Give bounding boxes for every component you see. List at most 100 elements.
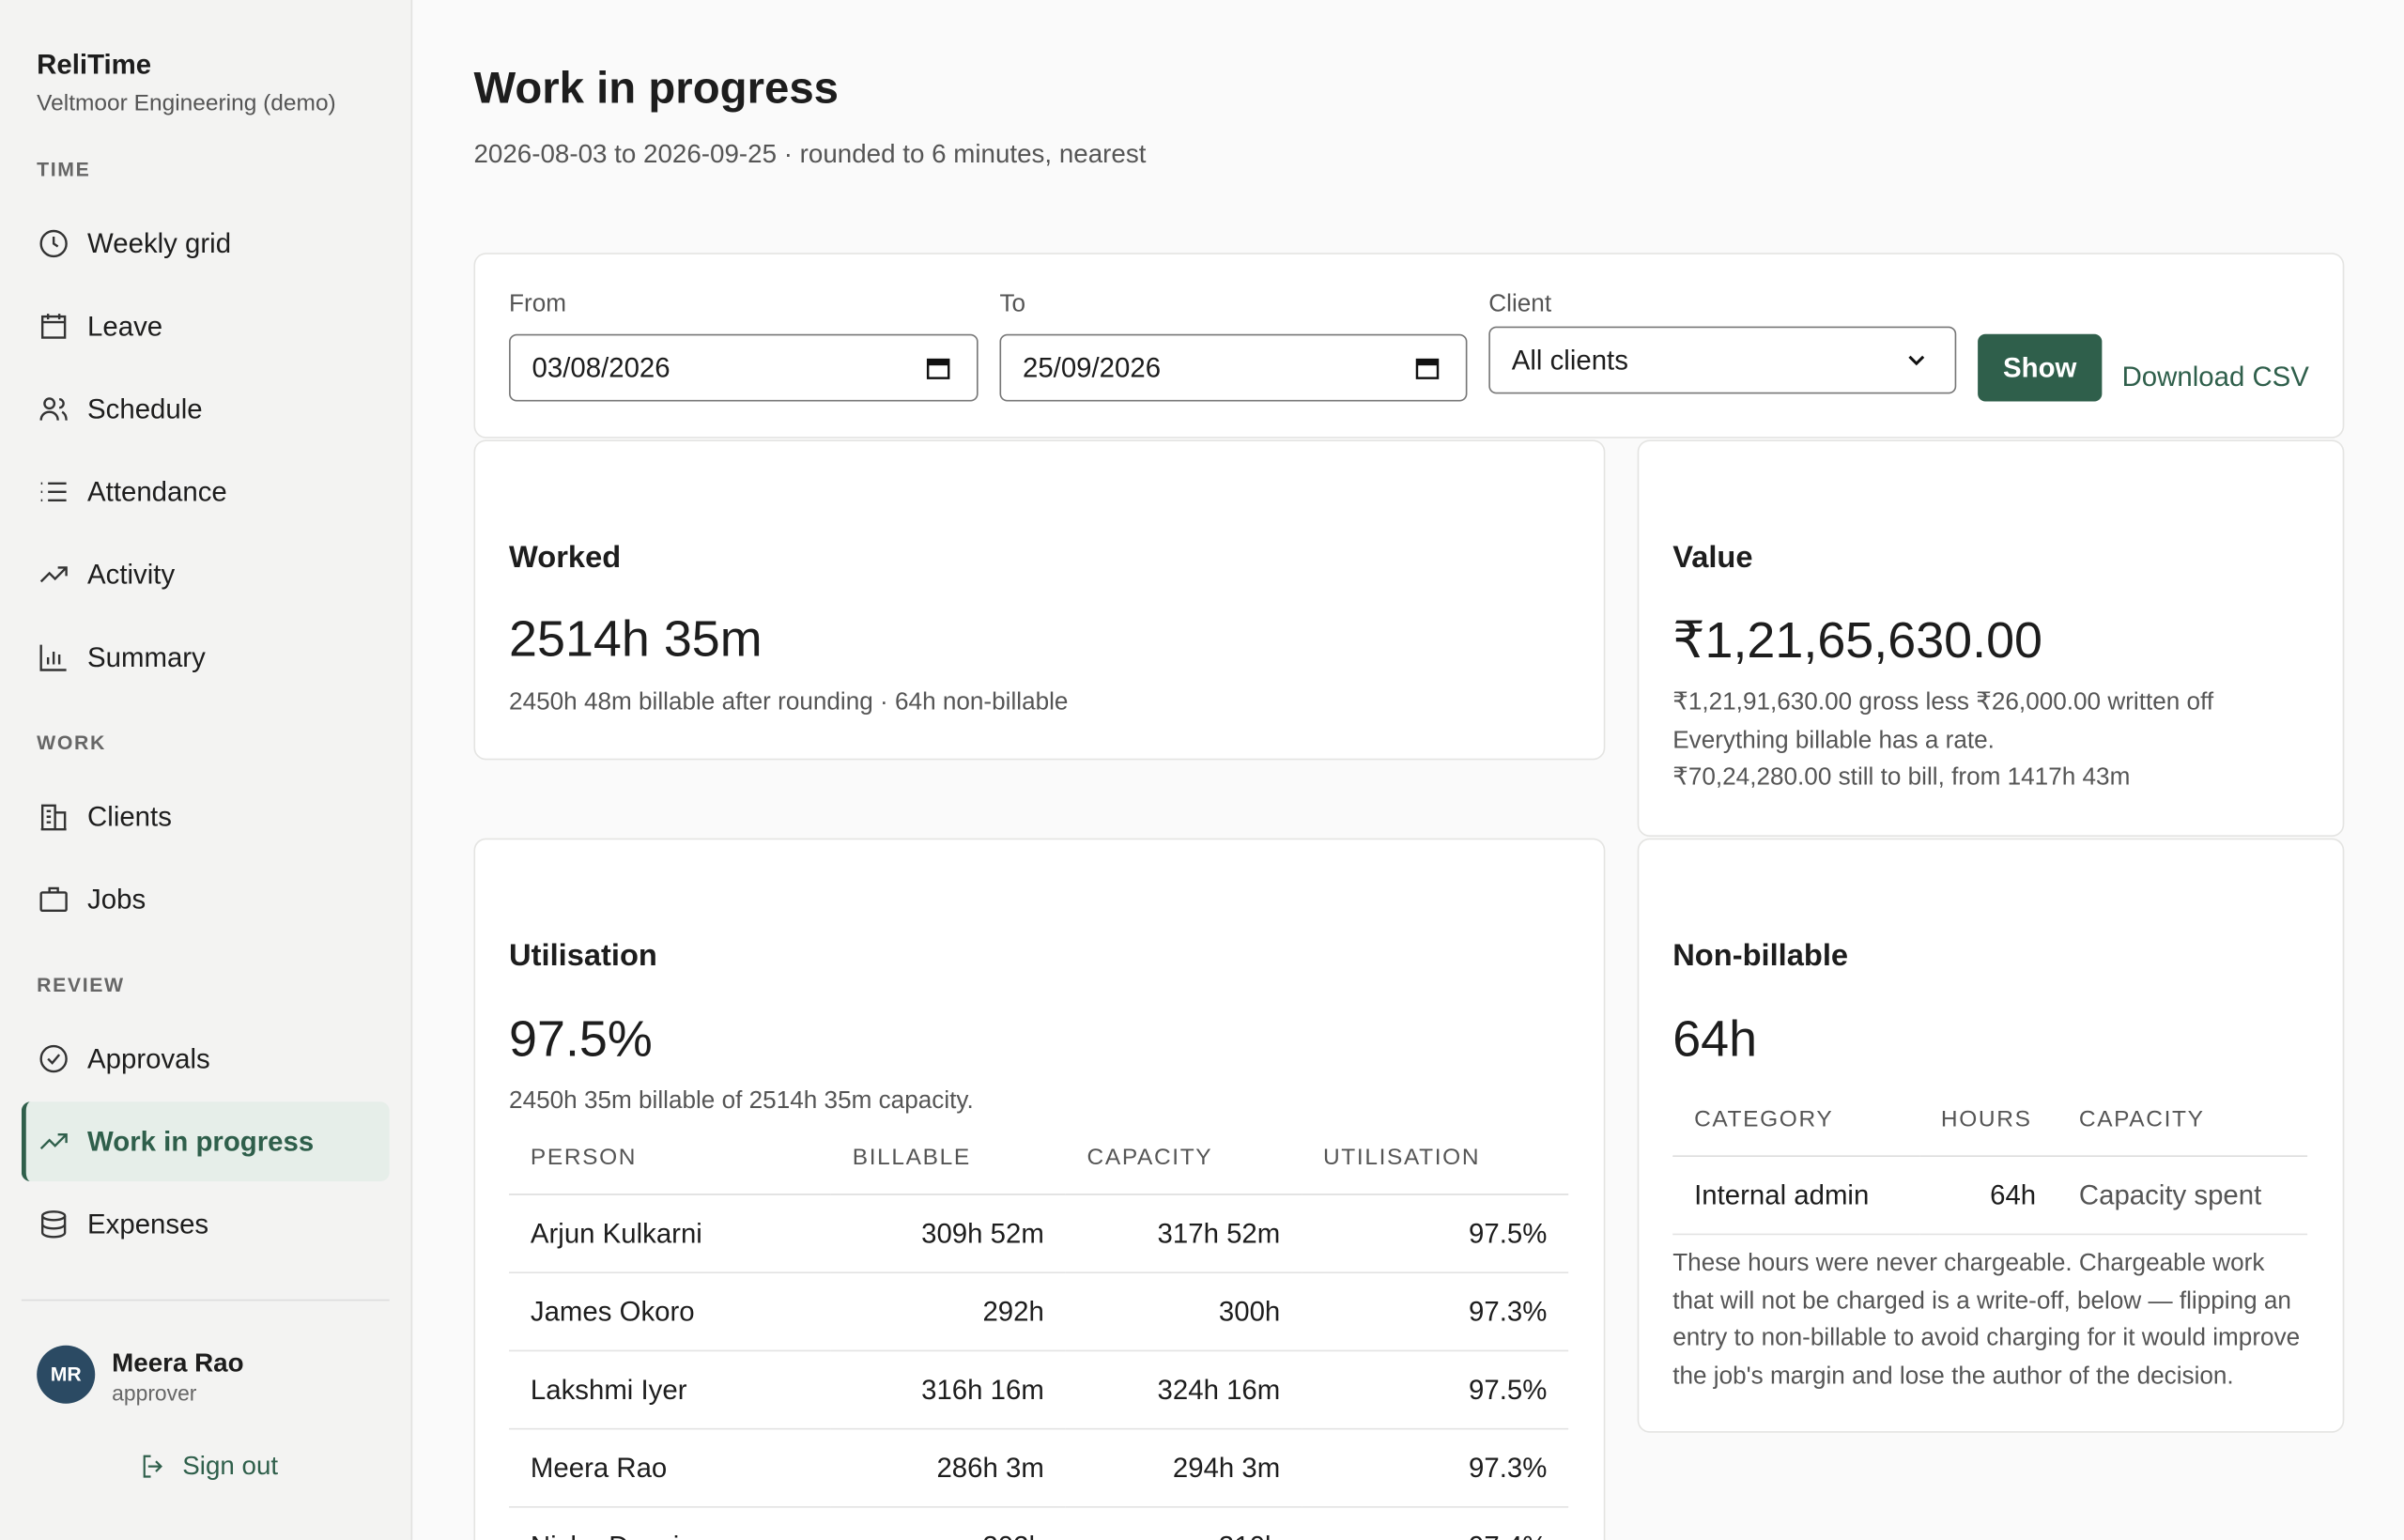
worked-card [473,439,1606,761]
card-note: ₹1,21,91,630.00 gross less ₹26,000.00 wr… [1672,689,2214,716]
table-cell: 309h 52m [830,1194,1066,1274]
nav-item[interactable]: Work in progress [21,1101,390,1182]
card-note: ₹70,24,280.00 still to bill, from 1417h … [1672,764,2131,792]
to-label: To [999,291,1026,317]
avatar: MR [37,1345,96,1404]
table-cell: Internal admin [1672,1156,1920,1236]
nav-item[interactable]: Jobs [22,859,390,939]
to-value: 25/09/2026 [1022,351,1162,383]
user-role: approver [112,1380,197,1406]
table-cell: Arjun Kulkarni [509,1194,831,1274]
nav-section: REVIEW [37,973,125,996]
table-cell: 64h [1919,1156,2058,1236]
card-title: Non-billable [1672,939,1849,974]
column-header: CATEGORY [1672,1082,1920,1158]
table-cell: 97.3% [1302,1272,1569,1352]
nav-section: TIME [37,158,91,181]
show-button[interactable]: Show [1978,333,2103,402]
nav-item[interactable]: Expenses [22,1184,390,1264]
calendar-icon [1415,358,1440,379]
nav-icon [39,566,68,583]
nav-label: Work in progress [87,1125,315,1157]
client-select[interactable]: All clients [1488,326,1957,394]
nav-label: Attendance [87,475,227,507]
table-cell: Lakshmi Iyer [509,1350,831,1430]
non-billable-table: CATEGORY HOURS CAPACITY Internal admin 64h Ca… [1672,1082,2308,1236]
sign-out[interactable]: Sign out [138,1451,278,1482]
nav-item[interactable]: Weekly grid [22,204,390,284]
table-row: Meera Rao 286h 3m 294h 3m 97.3% [509,1428,1569,1508]
nav-icon [39,1133,68,1150]
card-notes: ₹1,21,91,630.00 gross less ₹26,000.00 wr… [1672,685,2213,797]
table-cell: 294h 3m [1065,1428,1302,1508]
nav-label: Leave [87,310,163,342]
download-csv[interactable]: Download CSV [2121,362,2309,393]
table-row: Arjun Kulkarni 309h 52m 317h 52m 97.5% [509,1194,1569,1274]
nav-label: Activity [87,558,176,590]
value-card [1637,439,2345,837]
nav-icon [39,886,68,913]
card-note: 2450h 48m billable after rounding · 64h … [509,689,1069,716]
nav-label: Schedule [87,393,203,424]
nav-icon [39,397,68,421]
client-value: All clients [1511,344,1628,375]
from-value: 03/08/2026 [532,351,670,383]
table-cell: Nisha Desai [509,1506,831,1540]
nav-icon [40,482,67,501]
nav-item[interactable]: Leave [22,286,390,366]
from-input[interactable]: 03/08/2026 [509,333,979,402]
table-cell: 97.5% [1302,1194,1569,1274]
sign-out-label: Sign out [182,1451,279,1481]
nav-item[interactable]: Approvals [22,1019,390,1099]
table-cell: 300h [1065,1272,1302,1352]
nav-label: Summary [87,640,206,672]
card-note: These hours were never chargeable. Charg… [1672,1250,2301,1390]
nav-label: Approvals [87,1042,210,1074]
sidebar: ReliTime Veltmoor Engineering (demo) TIM… [0,0,413,1540]
nav-icon [39,644,67,671]
card-title: Utilisation [509,939,657,974]
card-title: Worked [509,541,622,575]
table-cell: 292h [830,1272,1066,1352]
table-cell: 97.5% [1302,1350,1569,1430]
card-value: 2514h 35m [509,609,763,667]
nav-item[interactable]: Summary [22,618,390,698]
divider [21,1299,390,1301]
table-cell: 310h [1065,1506,1302,1540]
card-value: 97.5% [509,1009,653,1067]
column-header: CAPACITY [1065,1119,1302,1195]
header-row: PERSON BILLABLE CAPACITY UTILISATION [509,1119,1569,1195]
nav-item[interactable]: Attendance [22,452,390,531]
calendar-icon [926,358,950,379]
table-cell: 324h 16m [1065,1350,1302,1430]
table-cell: Meera Rao [509,1428,831,1508]
to-input[interactable]: 25/09/2026 [999,333,1468,402]
org-name: Veltmoor Engineering (demo) [37,90,336,117]
column-header: HOURS [1919,1082,2058,1158]
table-row: Lakshmi Iyer 316h 16m 324h 16m 97.5% [509,1350,1569,1430]
card-note: Everything billable has a rate. [1672,727,1995,754]
card-note: 2450h 35m billable of 2514h 35m capacity… [509,1087,974,1115]
client-label: Client [1488,291,1552,317]
chevron [1908,355,1925,366]
table-cell: 97.4% [1302,1506,1569,1540]
nav-label: Weekly grid [87,227,232,258]
column-header: BILLABLE [830,1119,1066,1195]
column-header: UTILISATION [1302,1119,1569,1195]
table-cell: 316h 16m [830,1350,1066,1430]
nav-item[interactable]: Clients [22,777,390,856]
table-cell: 302h [830,1506,1066,1540]
page-subtitle: 2026-08-03 to 2026-09-25 · rounded to 6 … [473,139,1147,169]
table-cell: 286h 3m [830,1428,1066,1508]
table-row: Nisha Desai302h310h97.4% [509,1506,1569,1540]
column-header: PERSON [509,1119,831,1195]
nav-item[interactable]: Activity [22,534,390,614]
card-value: 64h [1672,1009,1758,1067]
table-cell: 97.3% [1302,1428,1569,1508]
table-row: James Okoro 292h 300h 97.3% [509,1272,1569,1352]
nav-item[interactable]: Schedule [22,369,390,449]
table-cell: James Okoro [509,1272,831,1352]
nav-icon [40,1210,67,1239]
